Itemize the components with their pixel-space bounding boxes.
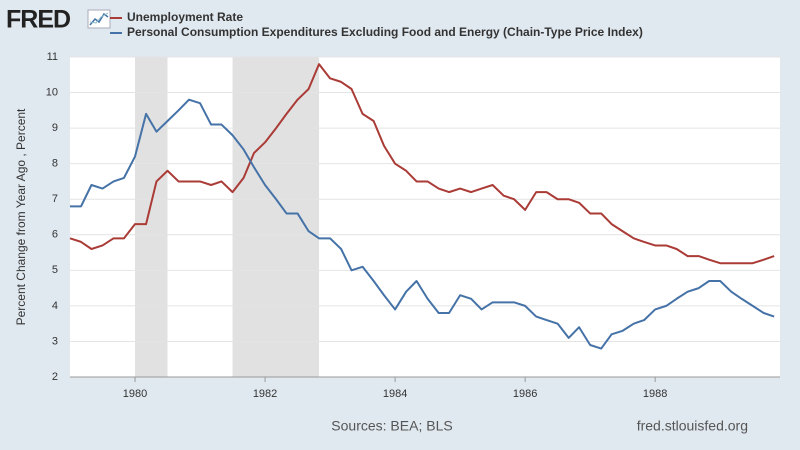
x-tick-label: 1986 (513, 388, 537, 400)
series-line (69, 63, 775, 265)
y-axis-label: Percent Change from Year Ago , Percent (14, 108, 28, 325)
y-tick-label: 5 (52, 264, 58, 276)
y-tick-label: 3 (52, 335, 58, 347)
x-tick-label: 1984 (383, 388, 407, 400)
series-line (70, 98, 775, 350)
plot-area (70, 57, 780, 377)
y-tick-label: 6 (52, 229, 58, 241)
y-tick-label: 7 (52, 193, 58, 205)
legend-label: Unemployment Rate (127, 10, 243, 24)
x-tick-label: 1982 (253, 388, 277, 400)
site-url: fred.stlouisfed.org (637, 418, 748, 434)
y-tick-label: 2 (52, 371, 58, 383)
x-tick-label: 1980 (123, 388, 147, 400)
y-tick-label: 11 (47, 51, 58, 63)
y-tick-label: 8 (52, 158, 58, 170)
logo-icon (87, 9, 111, 29)
logo: FRED (6, 6, 70, 34)
x-tick-label: 1988 (643, 388, 667, 400)
y-tick-label: 9 (52, 122, 58, 134)
y-tick-label: 10 (46, 86, 58, 98)
recession-band (135, 57, 168, 377)
source: Sources: BEA; BLS (331, 418, 452, 434)
legend-label: Personal Consumption Expenditures Exclud… (127, 25, 643, 39)
y-tick-label: 4 (52, 300, 58, 312)
recession-band (232, 57, 320, 377)
